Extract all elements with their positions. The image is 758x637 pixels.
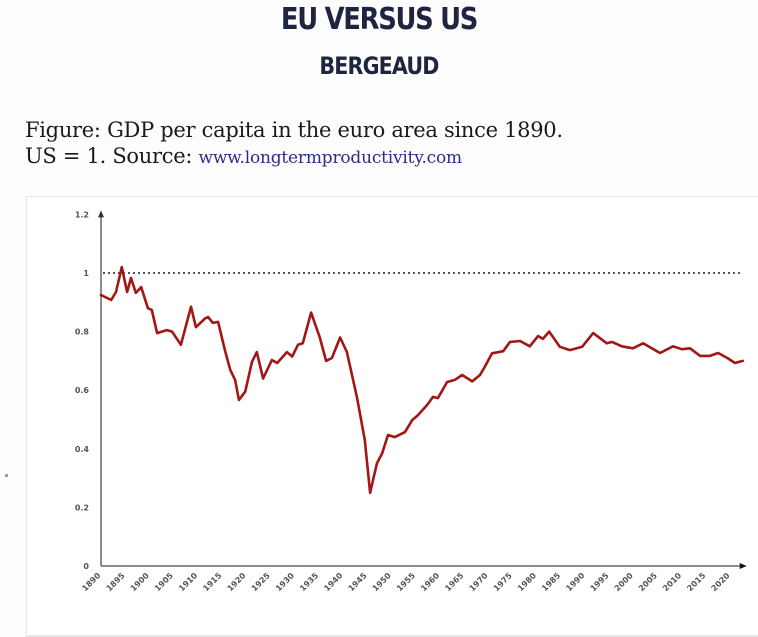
y-tick-label: 1 xyxy=(83,269,89,278)
x-tick-label: 2010 xyxy=(661,571,683,593)
x-tick-label: 1970 xyxy=(468,571,490,593)
x-tick-label: 1890 xyxy=(80,571,102,593)
series-group xyxy=(99,265,745,495)
x-tick-label: 1995 xyxy=(589,571,611,593)
x-tick-labels: 1890 1895 1900 1905 1910 1915 1920 1925 1930 1935… xyxy=(80,571,732,593)
y-tick-labels: 0 0.2 0.4 0.6 0.8 1 1.2 xyxy=(75,210,90,571)
y-tick-label: 0.4 xyxy=(75,445,90,454)
x-tick-label: 1940 xyxy=(322,571,344,593)
x-axis-arrow-icon xyxy=(739,563,747,569)
source-link[interactable]: www.longtermproductivity.com xyxy=(198,148,462,168)
x-tick-label: 1975 xyxy=(492,571,514,593)
y-axis-arrow-icon xyxy=(98,210,104,218)
x-tick-label: 1950 xyxy=(371,571,393,593)
y-tick-label: 0.6 xyxy=(75,386,90,395)
x-tick-label: 1955 xyxy=(395,571,417,593)
x-tick-label: 1925 xyxy=(250,571,272,593)
x-tick-label: 1930 xyxy=(274,571,296,593)
stray-dot xyxy=(5,474,8,477)
series-line-euro-area-gdp xyxy=(99,265,745,495)
y-tick-label: 0 xyxy=(83,562,89,571)
x-tick-label: 1960 xyxy=(419,571,441,593)
y-tick-label: 1.2 xyxy=(75,210,89,219)
x-tick-label: 2015 xyxy=(685,571,707,593)
x-tick-label: 2000 xyxy=(613,571,635,593)
x-tick-label: 1935 xyxy=(298,571,320,593)
x-tick-label: 1985 xyxy=(540,571,562,593)
x-tick-label: 1905 xyxy=(153,571,175,593)
x-tick-label: 1915 xyxy=(201,571,223,593)
y-tick-label: 0.8 xyxy=(75,328,90,337)
caption-line-1: Figure: GDP per capita in the euro area … xyxy=(25,118,563,142)
x-tick-label: 1920 xyxy=(226,571,248,593)
x-tick-label: 2005 xyxy=(637,571,659,593)
x-tick-label: 1895 xyxy=(105,571,127,593)
x-tick-label: 1945 xyxy=(347,571,369,593)
x-tick-label: 2020 xyxy=(710,571,732,593)
slide-subtitle: BERGEAUD xyxy=(319,52,439,80)
y-tick-label: 0.2 xyxy=(75,503,89,512)
caption-line-2: US = 1. Source: www.longtermproductivity… xyxy=(25,143,563,171)
figure-caption: Figure: GDP per capita in the euro area … xyxy=(25,117,563,171)
x-tick-label: 1965 xyxy=(443,571,465,593)
x-tick-label: 1990 xyxy=(564,571,586,593)
caption-line-2-prefix: US = 1. Source: xyxy=(25,144,199,168)
chart-axes xyxy=(98,210,747,569)
slide-title: EU VERSUS US xyxy=(280,2,478,37)
x-tick-label: 1980 xyxy=(516,571,538,593)
x-tick-label: 1910 xyxy=(177,571,199,593)
x-tick-label: 1900 xyxy=(129,571,151,593)
chart-frame xyxy=(26,196,758,636)
